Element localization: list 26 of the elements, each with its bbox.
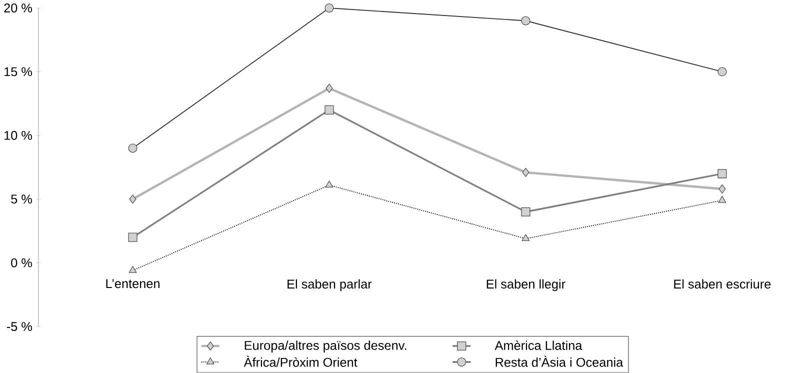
x-tick-label: El saben escriure [674, 279, 771, 289]
point [521, 16, 530, 26]
point [128, 144, 138, 153]
x-tick-label: El saben parlar [288, 279, 372, 292]
point [128, 266, 137, 274]
point [325, 180, 334, 188]
point [522, 168, 530, 178]
legend-label: Europa/altres països desenv. [244, 340, 406, 353]
legend-label: Resta d’Àsia i Oceania [496, 356, 624, 367]
point [718, 184, 726, 194]
point [129, 194, 136, 204]
point [324, 4, 334, 13]
x-tick-label: L’entenen [106, 279, 160, 288]
point [522, 234, 530, 242]
point [718, 196, 726, 203]
point [326, 84, 333, 93]
y-tick-label: -5 % [6, 322, 32, 332]
y-tick-label: 15 % [4, 67, 32, 76]
y-tick-label: 20 % [4, 4, 32, 13]
x-tick-label: El saben llegir [486, 279, 566, 292]
point [718, 67, 727, 76]
y-tick-label: 5 % [11, 194, 32, 204]
legend-label: Àfrica/Pròxim Orient [244, 356, 358, 367]
y-tick-label: 0 % [11, 258, 32, 268]
legend-label: Amèrica Llatina [494, 340, 582, 350]
y-tick-label: 10 % [4, 131, 32, 140]
